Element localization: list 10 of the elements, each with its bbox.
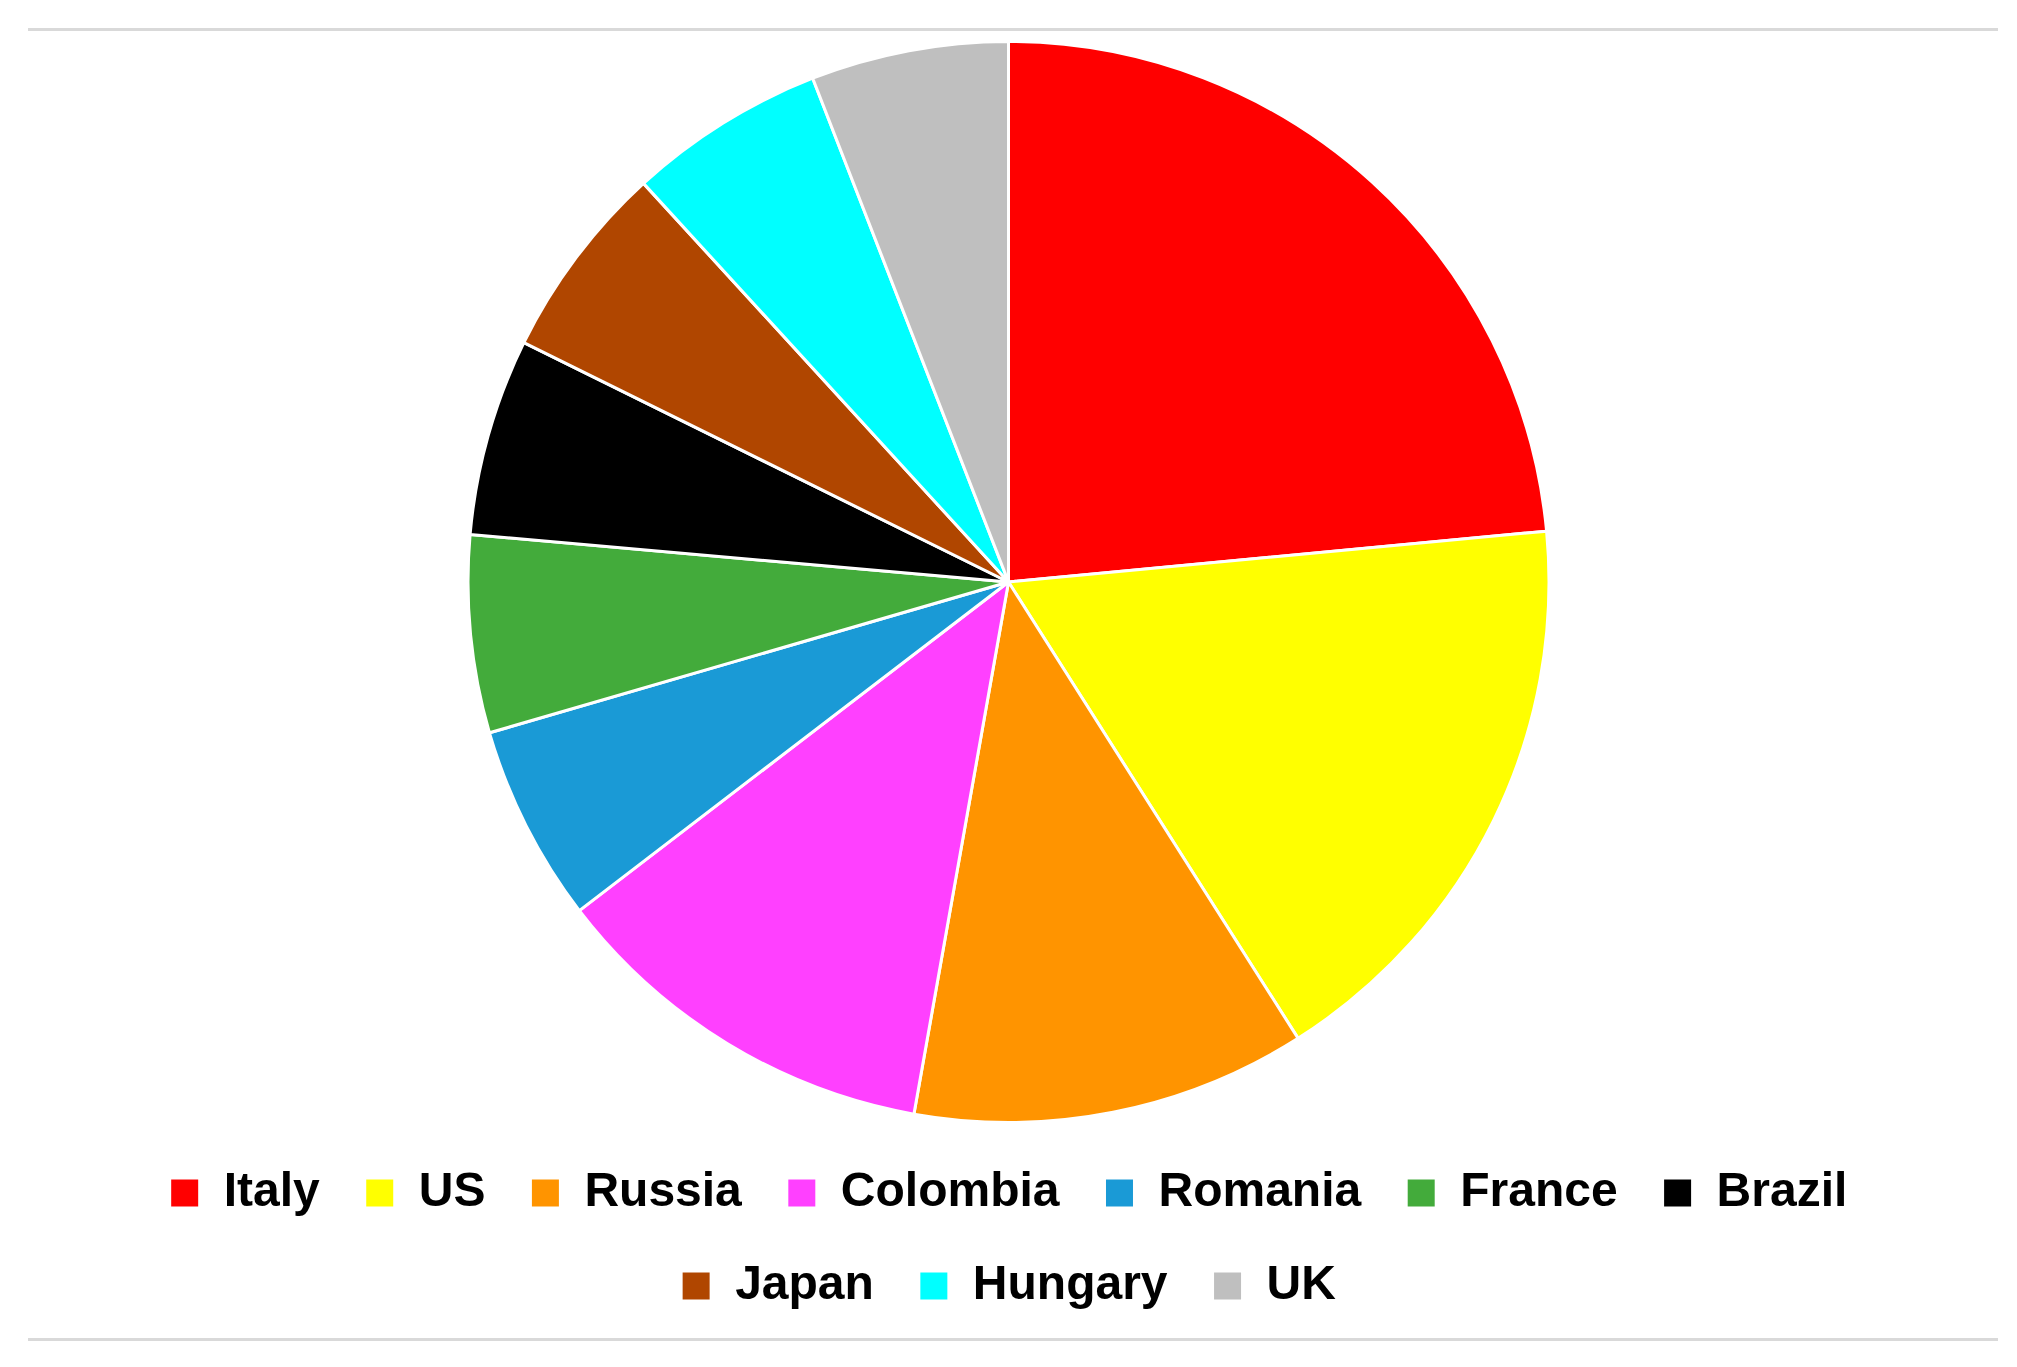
legend-label: Japan [735,1256,874,1310]
legend-label: France [1460,1163,1618,1217]
legend-label: Colombia [840,1163,1060,1217]
legend-label: Romania [1158,1163,1362,1217]
legend-label: US [418,1163,486,1217]
legend-label: Hungary [972,1256,1168,1310]
legend-label: Brazil [1716,1163,1848,1217]
legend-label: Italy [223,1163,321,1217]
legend-label: Russia [584,1163,743,1217]
legend-label: UK [1266,1256,1337,1310]
